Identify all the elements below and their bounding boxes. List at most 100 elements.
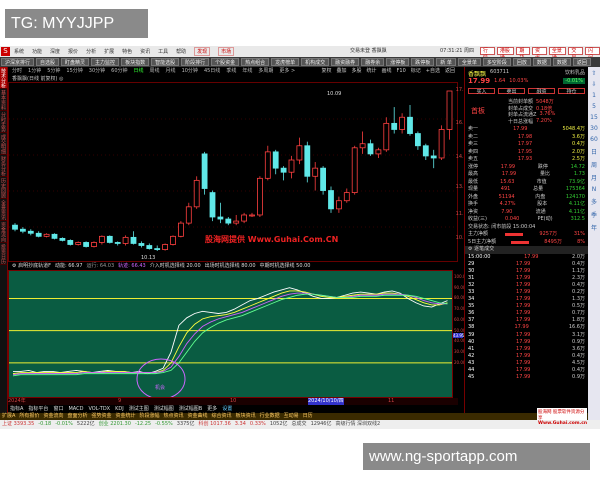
- chart-button[interactable]: 多股: [351, 68, 362, 74]
- right-tool-button[interactable]: N: [591, 186, 597, 193]
- right-tool-button[interactable]: 日: [590, 149, 597, 156]
- trade-button[interactable]: 融资: [528, 88, 555, 95]
- extension-tab[interactable]: 资金流向: [43, 413, 64, 419]
- extension-tab[interactable]: 资金曲线: [187, 413, 208, 419]
- toolbar-button[interactable]: 盯盘精灵: [61, 58, 90, 66]
- right-tool-button[interactable]: 季: [590, 212, 597, 219]
- right-tool-button[interactable]: 15: [590, 114, 598, 121]
- trade-button[interactable]: 买入: [468, 88, 495, 95]
- right-tool-button[interactable]: ⇧: [591, 70, 597, 77]
- indicator-tab[interactable]: 测试幅图: [153, 406, 174, 412]
- toolbar-button[interactable]: 个股资金: [211, 58, 240, 66]
- window-button[interactable]: 期货: [516, 47, 530, 61]
- indicator-tab[interactable]: 指标A: [10, 406, 24, 412]
- toolbar-button[interactable]: 跌停板: [411, 58, 435, 66]
- period-tab[interactable]: 15分钟: [66, 68, 83, 74]
- period-tab[interactable]: 60分钟: [111, 68, 128, 74]
- extension-tab[interactable]: 扩展A: [2, 413, 16, 419]
- period-tab[interactable]: 多周期: [258, 68, 274, 74]
- indicator-tab[interactable]: 测试主图: [128, 406, 149, 412]
- left-tab[interactable]: 历史回顾: [0, 177, 7, 199]
- left-tab[interactable]: 资金流向: [0, 221, 7, 243]
- left-tab[interactable]: 财务分析: [0, 155, 7, 177]
- indicator-tab[interactable]: VOL-TDX: [88, 406, 111, 412]
- indicator-name[interactable]: ⚙ 启明抄底轨道F: [12, 263, 51, 269]
- period-tab[interactable]: 5分钟: [47, 68, 61, 74]
- period-tab[interactable]: 年线: [242, 68, 253, 74]
- toolbar-button[interactable]: 全景单: [457, 58, 481, 66]
- period-tab[interactable]: 月线: [165, 68, 176, 74]
- right-tool-button[interactable]: 月: [590, 175, 597, 182]
- chart-button[interactable]: 叠加: [336, 68, 347, 74]
- candlestick-chart[interactable]: 10.09 10.13: [8, 82, 458, 262]
- period-tab[interactable]: 1分钟: [28, 68, 42, 74]
- left-tab[interactable]: 投资日历: [0, 243, 7, 265]
- extension-tab[interactable]: 行业数据: [259, 413, 280, 419]
- chart-button[interactable]: 复权: [321, 68, 332, 74]
- toolbar-button[interactable]: 数据: [532, 58, 551, 66]
- window-button[interactable]: 闪 问: [585, 47, 600, 61]
- chart-button[interactable]: 统计: [366, 68, 377, 74]
- indicator-chart[interactable]: 机会: [8, 270, 453, 398]
- toolbar-button[interactable]: 回放: [512, 58, 531, 66]
- toolbar-button[interactable]: 返回: [572, 58, 591, 66]
- extension-tab[interactable]: 综合资讯: [211, 413, 232, 419]
- menu-item[interactable]: 资讯: [140, 49, 151, 55]
- toolbar-button[interactable]: 智能选股: [151, 58, 180, 66]
- menu-item[interactable]: 分析: [86, 49, 97, 55]
- extension-tab[interactable]: 热点资讯: [163, 413, 184, 419]
- toolbar-button[interactable]: 主力监控: [91, 58, 120, 66]
- toolbar-button[interactable]: 融资融券: [331, 58, 360, 66]
- left-tab[interactable]: 全景资讯: [0, 199, 7, 221]
- toolbar-button[interactable]: 多空阶段: [482, 58, 511, 66]
- extension-tab[interactable]: 所有报价: [19, 413, 40, 419]
- period-tab[interactable]: 45日线: [203, 68, 221, 74]
- toolbar-button[interactable]: 沪深京排行: [1, 58, 35, 66]
- extension-tab[interactable]: 板块资讯: [235, 413, 256, 419]
- menu-item[interactable]: 深度: [50, 49, 61, 55]
- menu-item[interactable]: 系统: [14, 49, 25, 55]
- indicator-tab[interactable]: 窗口: [53, 406, 64, 412]
- menu-item[interactable]: 报价: [68, 49, 79, 55]
- period-tab[interactable]: 30分钟: [88, 68, 106, 74]
- right-tool-button[interactable]: 多: [590, 199, 597, 206]
- menu-item[interactable]: 帮助: [176, 49, 187, 55]
- window-button[interactable]: 全景通: [548, 47, 567, 61]
- right-tool-button[interactable]: 30: [590, 125, 598, 132]
- right-tool-button[interactable]: 年: [590, 225, 597, 232]
- toolbar-button[interactable]: 阶段排行: [181, 58, 210, 66]
- menu-item[interactable]: 功能: [32, 49, 43, 55]
- menu-item-highlight[interactable]: 发现: [194, 47, 211, 56]
- extension-tab[interactable]: 日历: [302, 413, 313, 419]
- period-tab[interactable]: 分时: [12, 68, 23, 74]
- extension-tab[interactable]: 强势资金: [91, 413, 112, 419]
- period-tab[interactable]: 更多 >: [279, 68, 296, 74]
- chart-button[interactable]: 返回: [444, 68, 455, 74]
- toolbar-button[interactable]: 数据: [552, 58, 571, 66]
- right-tool-button[interactable]: ⇩: [591, 81, 597, 88]
- chart-button[interactable]: F10: [396, 68, 406, 74]
- toolbar-button[interactable]: 龙虎榜单: [271, 58, 300, 66]
- toolbar-button[interactable]: 板块指数: [121, 58, 150, 66]
- menu-item-highlight[interactable]: 市场: [218, 47, 235, 56]
- window-button[interactable]: 港股通: [496, 47, 515, 61]
- toolbar-button[interactable]: 涨停板: [386, 58, 410, 66]
- indicator-tab[interactable]: 设置: [222, 406, 233, 412]
- toolbar-button[interactable]: 自选股: [36, 58, 60, 66]
- menu-item[interactable]: 工具: [158, 49, 169, 55]
- left-tab[interactable]: 分时走势: [0, 111, 7, 133]
- period-tab[interactable]: 周线: [149, 68, 160, 74]
- right-tool-button[interactable]: 1: [592, 92, 596, 99]
- window-button[interactable]: 行 情: [480, 47, 495, 61]
- toolbar-button[interactable]: 新 单: [436, 58, 456, 66]
- extension-tab[interactable]: 互动易: [283, 413, 299, 419]
- left-tab[interactable]: 技术分析: [0, 67, 7, 89]
- menu-item[interactable]: 扩展: [104, 49, 115, 55]
- indicator-tab[interactable]: 更多: [207, 406, 218, 412]
- indicator-tab[interactable]: KDJ: [115, 406, 124, 412]
- right-tool-button[interactable]: 周: [590, 162, 597, 169]
- window-button[interactable]: 交 易: [568, 47, 584, 61]
- right-tool-button[interactable]: 5: [592, 103, 596, 110]
- right-tool-button[interactable]: 60: [590, 136, 598, 143]
- indicator-tab[interactable]: 指标平台: [28, 406, 49, 412]
